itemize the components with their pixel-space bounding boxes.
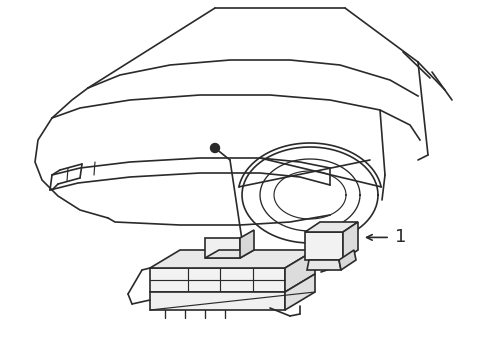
Circle shape xyxy=(211,144,220,153)
Polygon shape xyxy=(205,238,240,258)
Polygon shape xyxy=(343,222,358,260)
Polygon shape xyxy=(150,292,285,310)
Polygon shape xyxy=(240,230,254,258)
Polygon shape xyxy=(305,232,343,260)
Polygon shape xyxy=(305,222,358,232)
Polygon shape xyxy=(205,250,254,258)
Polygon shape xyxy=(339,250,356,270)
Text: 1: 1 xyxy=(395,228,406,246)
Polygon shape xyxy=(150,250,315,268)
Polygon shape xyxy=(307,260,341,270)
Polygon shape xyxy=(285,250,315,292)
Polygon shape xyxy=(150,268,285,292)
Polygon shape xyxy=(285,274,315,310)
